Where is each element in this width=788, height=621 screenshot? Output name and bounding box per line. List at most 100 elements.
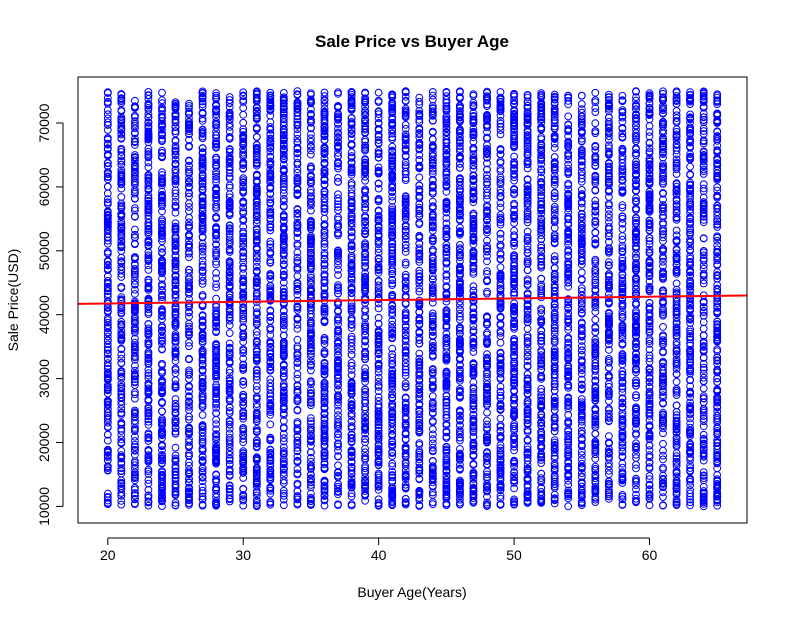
- data-point: [131, 151, 139, 159]
- data-point: [293, 458, 302, 466]
- data-point: [212, 318, 221, 327]
- data-point: [266, 208, 275, 216]
- data-point: [212, 394, 221, 403]
- data-point: [279, 166, 288, 175]
- data-point: [239, 491, 248, 499]
- data-point: [198, 452, 207, 461]
- data-point: [279, 443, 288, 452]
- data-point: [279, 105, 288, 113]
- data-point: [212, 371, 221, 380]
- data-point: [239, 150, 248, 159]
- data-point: [144, 123, 153, 131]
- data-point: [198, 392, 207, 401]
- data-point: [144, 360, 153, 368]
- data-point: [144, 446, 153, 455]
- data-point: [158, 153, 166, 162]
- data-point: [266, 139, 275, 148]
- data-point: [103, 265, 112, 274]
- data-point: [117, 243, 126, 252]
- data-point: [307, 150, 315, 159]
- data-point: [266, 111, 275, 120]
- data-point: [185, 423, 193, 432]
- data-point: [158, 407, 166, 416]
- data-point: [252, 310, 261, 318]
- data-point: [185, 282, 193, 291]
- data-point: [252, 489, 261, 497]
- data-point: [266, 307, 275, 316]
- data-point: [171, 237, 180, 246]
- data-point: [131, 172, 139, 181]
- data-point: [279, 391, 288, 400]
- data-point: [293, 91, 302, 99]
- data-point: [103, 318, 112, 327]
- data-point: [117, 301, 126, 310]
- data-point: [198, 194, 207, 202]
- data-point: [239, 278, 248, 287]
- data-point: [144, 129, 153, 138]
- data-point: [225, 377, 234, 386]
- data-point: [185, 199, 193, 208]
- data-point: [225, 123, 234, 131]
- data-point: [171, 252, 180, 261]
- data-point: [185, 102, 193, 110]
- data-point: [279, 321, 288, 330]
- data-point: [293, 179, 302, 188]
- data-point: [212, 280, 221, 289]
- data-point: [131, 489, 139, 498]
- data-point: [103, 88, 112, 97]
- data-point: [239, 276, 248, 285]
- data-point: [171, 150, 180, 159]
- data-point: [225, 417, 234, 426]
- data-point: [279, 284, 288, 293]
- data-point: [131, 165, 139, 174]
- data-point: [131, 372, 139, 381]
- data-point: [103, 249, 112, 258]
- data-point: [171, 281, 180, 290]
- data-point: [158, 244, 166, 253]
- data-point: [239, 329, 248, 338]
- data-point: [252, 171, 261, 180]
- data-point: [293, 481, 302, 489]
- data-point: [266, 123, 275, 131]
- data-point: [212, 341, 221, 350]
- data-point: [293, 363, 302, 372]
- data-point: [252, 107, 261, 115]
- data-point: [158, 196, 166, 205]
- data-point: [198, 100, 207, 109]
- data-point: [252, 425, 261, 433]
- data-point: [185, 392, 193, 401]
- data-point: [239, 349, 248, 357]
- data-point: [239, 88, 248, 97]
- data-point: [279, 298, 288, 307]
- data-point: [103, 159, 112, 168]
- data-point: [239, 451, 248, 460]
- data-point: [293, 432, 302, 441]
- data-point: [279, 133, 288, 142]
- data-point: [171, 405, 180, 414]
- data-point: [212, 404, 221, 412]
- data-point: [171, 364, 180, 373]
- data-point: [103, 106, 112, 114]
- data-point: [212, 425, 221, 434]
- data-point: [198, 266, 207, 275]
- data-point: [198, 148, 207, 157]
- data-point: [171, 305, 180, 313]
- data-point: [131, 121, 139, 130]
- data-point: [347, 185, 356, 194]
- data-point: [117, 369, 126, 378]
- data-point: [266, 190, 275, 198]
- data-point: [185, 203, 193, 211]
- data-point: [334, 89, 342, 98]
- data-point: [212, 172, 221, 181]
- data-point: [252, 189, 261, 198]
- data-point: [185, 303, 193, 312]
- data-point: [158, 502, 166, 511]
- data-point: [293, 239, 302, 248]
- data-point: [198, 232, 207, 241]
- data-point: [198, 401, 207, 410]
- data-point: [293, 306, 302, 314]
- data-point: [225, 109, 234, 118]
- data-point: [117, 384, 126, 393]
- data-point: [144, 105, 153, 114]
- data-point: [117, 90, 126, 98]
